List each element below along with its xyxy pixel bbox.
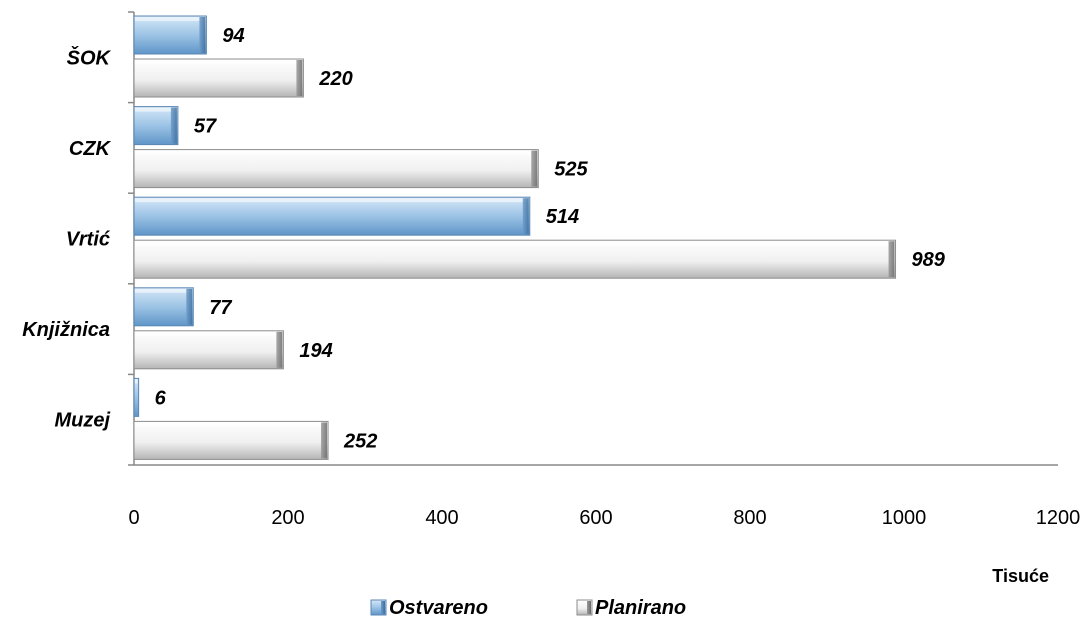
data-label: 77 — [209, 297, 232, 319]
category-label: CZK — [69, 138, 112, 160]
bar-body — [133, 15, 207, 55]
bar-body — [133, 196, 531, 236]
x-axis-title: Tisuće — [992, 566, 1049, 586]
bar-highlight — [135, 150, 538, 155]
bar-planirano — [133, 149, 539, 189]
data-label: 989 — [912, 249, 946, 271]
bar-highlight — [135, 331, 283, 336]
bar-cap — [170, 107, 177, 144]
data-label: 525 — [554, 159, 588, 181]
bar-highlight — [135, 288, 193, 293]
bar-ostvareno — [133, 196, 531, 236]
bar-body — [133, 330, 284, 370]
bar-cap — [199, 17, 206, 53]
bar-cap — [531, 150, 538, 187]
bar-body — [133, 377, 140, 417]
category-label: Knjižnica — [22, 319, 110, 341]
bar-cap — [276, 331, 283, 368]
bar-ostvareno — [133, 287, 194, 327]
bars — [133, 15, 897, 460]
legend-swatch-cap — [587, 601, 591, 614]
bar-highlight — [135, 107, 177, 112]
data-label: 94 — [222, 25, 244, 47]
x-tick-label: 0 — [128, 507, 139, 529]
x-tick-label: 200 — [271, 507, 304, 529]
legend-swatch-cap — [381, 601, 385, 614]
bar-planirano — [133, 239, 897, 279]
x-tick-label: 800 — [733, 507, 766, 529]
bar-cap — [296, 60, 303, 96]
bar-ostvareno — [133, 377, 140, 417]
bar-cap — [522, 198, 529, 235]
legend-label: Ostvareno — [389, 597, 488, 619]
category-label: Vrtić — [66, 229, 111, 251]
x-tick-label: 600 — [579, 507, 612, 529]
data-label: 252 — [343, 430, 377, 452]
bar-planirano — [133, 420, 329, 460]
axes: 0 200 400 600 800 1000 1200 Tisuće — [128, 11, 1081, 586]
bar-planirano — [133, 330, 284, 370]
bar-body — [133, 149, 539, 189]
data-label: 57 — [194, 116, 217, 138]
bar-highlight — [135, 241, 895, 246]
data-label: 514 — [546, 206, 579, 228]
category-label: ŠOK — [67, 45, 112, 69]
bar-cap — [888, 241, 895, 278]
bar-highlight — [135, 422, 328, 427]
bar-body — [133, 106, 179, 146]
bar-planirano — [133, 58, 304, 98]
category-label: Muzej — [54, 410, 110, 432]
legend: Ostvareno Planirano — [370, 597, 686, 619]
bar-body — [133, 239, 897, 279]
bar-cap — [321, 422, 328, 459]
bar-highlight — [135, 17, 206, 21]
data-label: 194 — [299, 340, 332, 362]
bar-ostvareno — [133, 106, 179, 146]
bar-cap — [186, 288, 193, 325]
bar-ostvareno — [133, 15, 207, 55]
legend-label: Planirano — [595, 597, 686, 619]
x-tick-label: 400 — [425, 507, 458, 529]
bar-highlight — [135, 379, 138, 384]
data-label: 220 — [318, 68, 352, 90]
legend-item-planirano: Planirano — [576, 597, 686, 619]
legend-item-ostvareno: Ostvareno — [370, 597, 488, 619]
labels: Muzej 6 252 Knjižnica 77 194 Vrtić 514 989 CZK 57 5… — [22, 25, 946, 452]
bar-body — [133, 58, 304, 98]
bar-highlight — [135, 198, 529, 203]
data-label: 6 — [155, 387, 167, 409]
bar-body — [133, 420, 329, 460]
x-tick-label: 1200 — [1036, 507, 1081, 529]
bar-highlight — [135, 60, 303, 64]
x-tick-label: 1000 — [882, 507, 927, 529]
bar-body — [133, 287, 194, 327]
